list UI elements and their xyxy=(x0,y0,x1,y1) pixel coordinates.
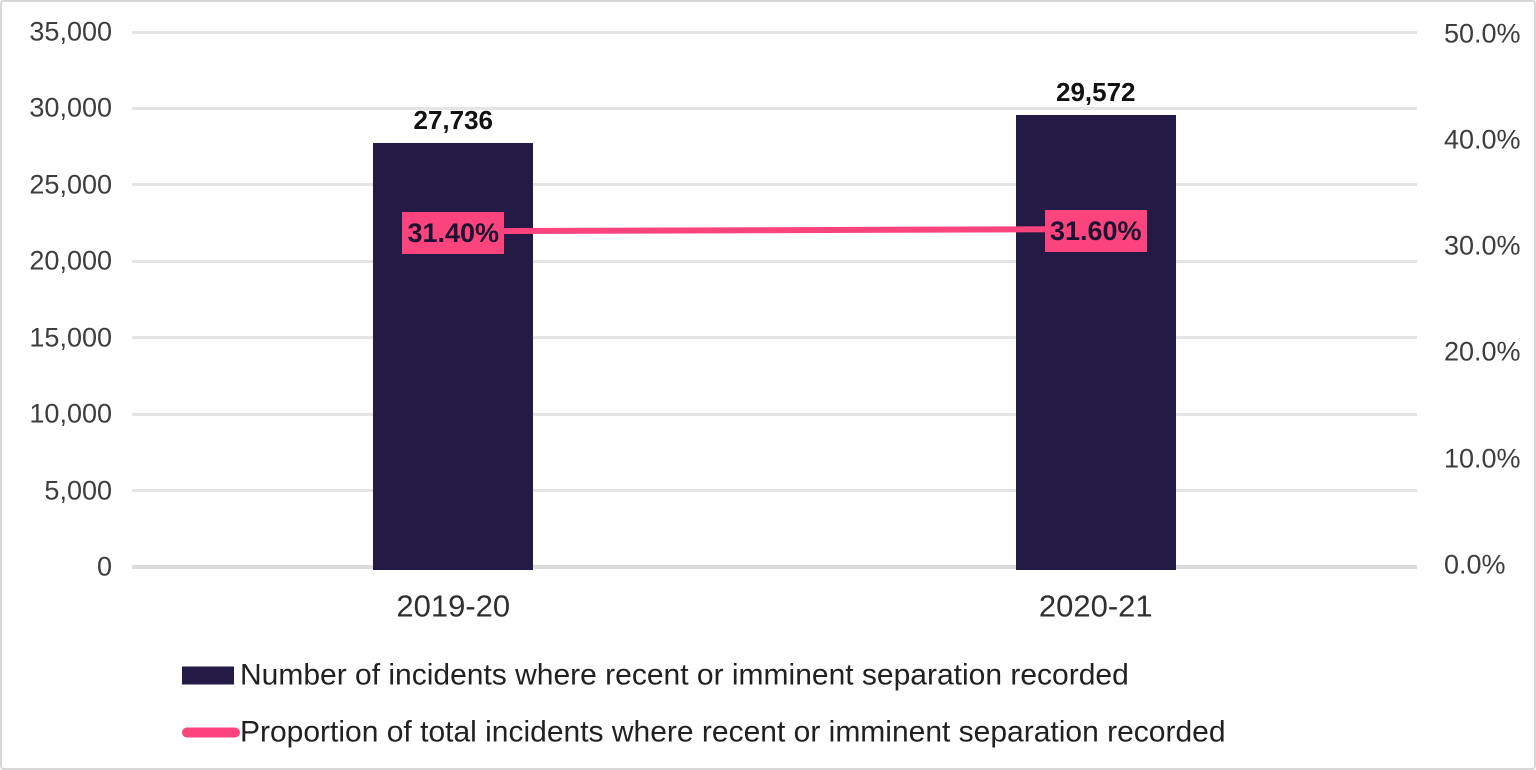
gridline xyxy=(132,106,1417,110)
legend-label: Number of incidents where recent or immi… xyxy=(240,658,1129,692)
line-point-label: 31.40% xyxy=(402,212,505,255)
left-axis-tick-label: 25,000 xyxy=(29,169,112,200)
right-axis-tick-label: 20.0% xyxy=(1444,336,1521,367)
gridline xyxy=(132,412,1417,416)
right-axis-tick-label: 30.0% xyxy=(1444,230,1521,261)
legend-item: Number of incidents where recent or immi… xyxy=(182,659,1129,692)
gridline xyxy=(132,259,1417,263)
x-axis-baseline xyxy=(132,565,1417,569)
x-axis-category-label: 2019-20 xyxy=(396,588,511,624)
legend-label: Proportion of total incidents where rece… xyxy=(240,715,1226,749)
legend-line-swatch-icon xyxy=(182,727,240,737)
left-axis-tick-label: 15,000 xyxy=(29,322,112,353)
bar-value-label: 27,736 xyxy=(413,105,494,136)
gridline xyxy=(132,336,1417,340)
legend-item: Proportion of total incidents where rece… xyxy=(182,716,1226,749)
left-axis-tick-label: 10,000 xyxy=(29,398,112,429)
left-axis-tick-label: 20,000 xyxy=(29,245,112,276)
left-axis-tick-label: 5,000 xyxy=(44,475,112,506)
line-point-label: 31.60% xyxy=(1044,210,1147,253)
right-axis-tick-label: 50.0% xyxy=(1444,18,1521,48)
x-axis-category-label: 2020-21 xyxy=(1038,588,1153,624)
gridline xyxy=(132,489,1417,493)
left-axis-tick-label: 35,000 xyxy=(29,16,112,47)
right-axis-tick-label: 10.0% xyxy=(1444,443,1521,474)
bar xyxy=(1015,114,1176,570)
right-axis-tick-label: 40.0% xyxy=(1444,124,1521,155)
gridline xyxy=(132,30,1417,34)
left-axis-tick-label: 30,000 xyxy=(29,92,112,123)
right-axis-tick-label: 0.0% xyxy=(1444,549,1506,580)
legend-bar-swatch-icon xyxy=(182,666,234,684)
gridline xyxy=(132,183,1417,187)
left-axis-tick-label: 0 xyxy=(96,551,112,582)
bar-value-label: 29,572 xyxy=(1055,76,1136,107)
